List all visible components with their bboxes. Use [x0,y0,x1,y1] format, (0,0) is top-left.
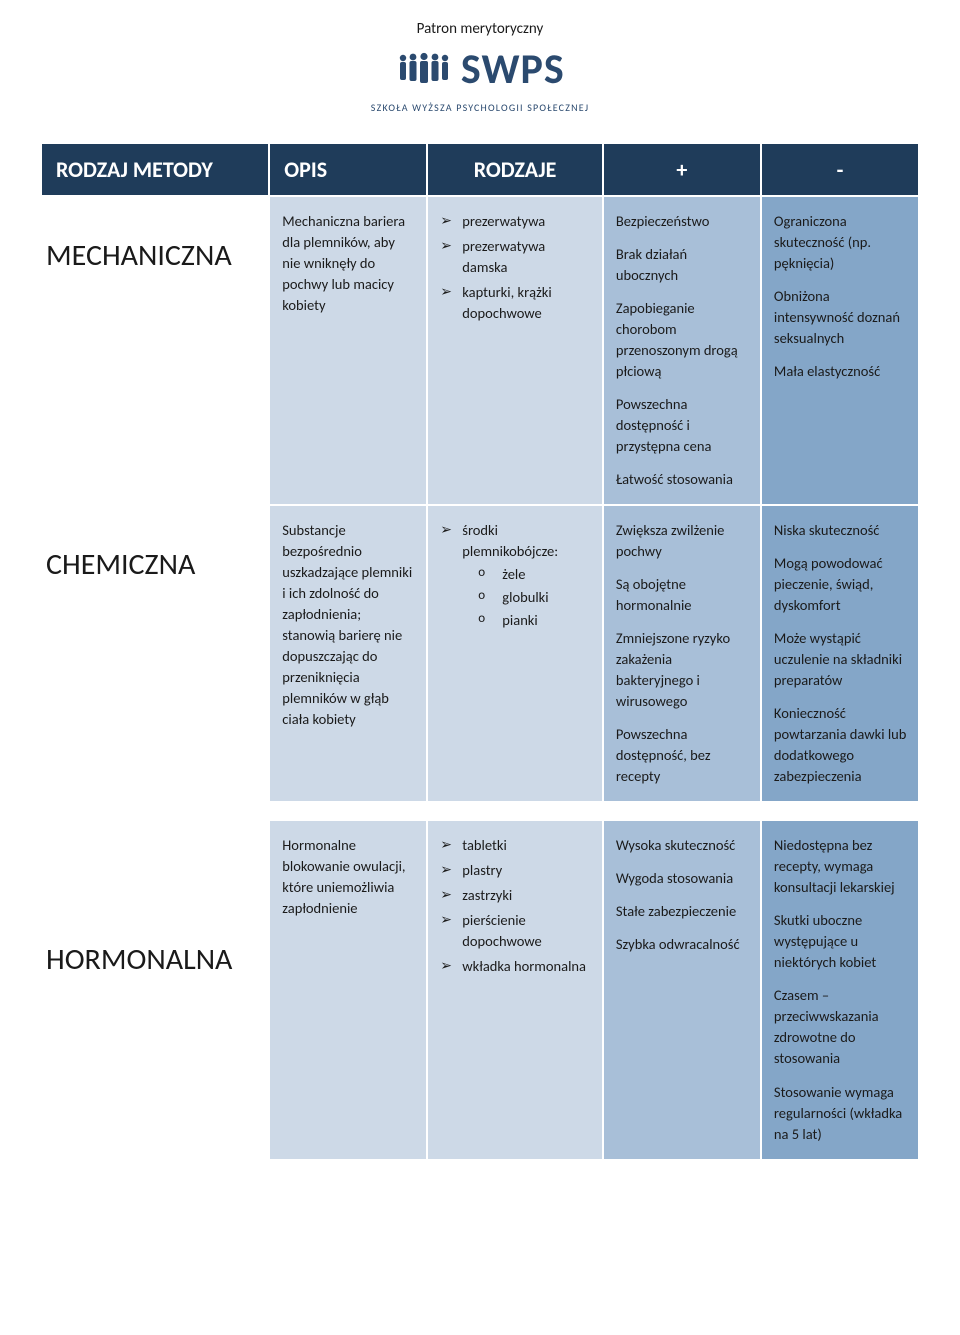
separator-row [41,802,919,820]
list-item: środki plemnikobójcze: żele globulki pia… [440,520,592,631]
rodzaje-list: środki plemnikobójcze: żele globulki pia… [440,520,592,631]
plus-item: Wygoda stosowania [616,868,750,889]
minus-item: Czasem – przeciwwskazania zdrowotne do s… [774,985,908,1069]
row-hormonalna: HORMONALNA Hormonalne blokowanie owulacj… [41,820,919,1159]
plus-item: Brak działań ubocznych [616,244,750,286]
minus-item: Ograniczona skuteczność (np. pęknięcia) [774,211,908,274]
rodzaje-list: prezerwatywa prezerwatywa damska kapturk… [440,211,592,324]
th-plus: + [603,143,761,196]
plus-item: Zwiększa zwilżenie pochwy [616,520,750,562]
row-chemiczna: CHEMICZNA Substancje bezpośrednio uszkad… [41,505,919,802]
list-item: plastry [440,860,592,881]
minus-item: Może wystąpić uczulenie na składniki pre… [774,628,908,691]
th-minus: - [761,143,919,196]
cell-opis: Hormonalne blokowanie owulacji, które un… [269,820,427,1159]
plus-item: Powszechna dostępność, bez recepty [616,724,750,787]
logo-subtitle: SZKOŁA WYŻSZA PSYCHOLOGII SPOŁECZNEJ [40,101,920,114]
minus-item: Skutki uboczne występujące u niektórych … [774,910,908,973]
th-method: RODZAJ METODY [41,143,269,196]
th-opis: OPIS [269,143,427,196]
sub-item: globulki [462,587,592,608]
minus-item: Niedostępna bez recepty, wymaga konsulta… [774,835,908,898]
cell-opis: Substancje bezpośrednio uszkadzające ple… [269,505,427,802]
plus-item: Szybka odwracalność [616,934,750,955]
list-item: prezerwatywa damska [440,236,592,278]
methods-table: RODZAJ METODY OPIS RODZAJE + - MECHANICZ… [40,142,920,1161]
cell-rodzaje: prezerwatywa prezerwatywa damska kapturk… [427,196,603,505]
opis-text: Hormonalne blokowanie owulacji, które un… [282,835,416,919]
list-item: prezerwatywa [440,211,592,232]
plus-item: Wysoka skuteczność [616,835,750,856]
list-item: pierścienie dopochwowe [440,910,592,952]
plus-item: Łatwość stosowania [616,469,750,490]
sublist: żele globulki pianki [462,564,592,631]
minus-item: Konieczność powtarzania dawki lub dodatk… [774,703,908,787]
plus-item: Powszechna dostępność i przystępna cena [616,394,750,457]
plus-item: Zmniejszone ryzyko zakażenia bakteryjneg… [616,628,750,712]
rodzaje-list: tabletki plastry zastrzyki pierścienie d… [440,835,592,977]
list-item: wkładka hormonalna [440,956,592,977]
logo: SWPS [40,44,920,95]
minus-item: Mała elastyczność [774,361,908,382]
list-head: środki plemnikobójcze: [462,521,558,560]
method-name: MECHANICZNA [41,196,269,505]
cell-opis: Mechaniczna bariera dla plemników, aby n… [269,196,427,505]
sub-item: żele [462,564,592,585]
patron-label: Patron merytoryczny [40,20,920,38]
minus-item: Obniżona intensywność doznań seksualnych [774,286,908,349]
row-mechaniczna: MECHANICZNA Mechaniczna bariera dla plem… [41,196,919,505]
people-icon [395,51,453,89]
cell-plus: Zwiększa zwilżenie pochwy Są obojętne ho… [603,505,761,802]
minus-item: Mogą powodować pieczenie, świąd, dyskomf… [774,553,908,616]
method-name: CHEMICZNA [41,505,269,802]
opis-text: Mechaniczna bariera dla plemników, aby n… [282,211,416,316]
sub-item: pianki [462,610,592,631]
cell-minus: Niska skuteczność Mogą powodować pieczen… [761,505,919,802]
opis-text: Substancje bezpośrednio uszkadzające ple… [282,520,416,730]
cell-rodzaje: tabletki plastry zastrzyki pierścienie d… [427,820,603,1159]
plus-item: Bezpieczeństwo [616,211,750,232]
list-item: tabletki [440,835,592,856]
minus-item: Niska skuteczność [774,520,908,541]
table-header-row: RODZAJ METODY OPIS RODZAJE + - [41,143,919,196]
page: Patron merytoryczny SWPS SZKOŁA WYŻSZA P… [0,0,960,1201]
plus-item: Stałe zabezpieczenie [616,901,750,922]
minus-item: Stosowanie wymaga regularności (wkładka … [774,1082,908,1145]
plus-item: Zapobieganie chorobom przenoszonym drogą… [616,298,750,382]
th-rodzaje: RODZAJE [427,143,603,196]
cell-minus: Ograniczona skuteczność (np. pęknięcia) … [761,196,919,505]
cell-plus: Bezpieczeństwo Brak działań ubocznych Za… [603,196,761,505]
cell-plus: Wysoka skuteczność Wygoda stosowania Sta… [603,820,761,1159]
list-item: zastrzyki [440,885,592,906]
cell-minus: Niedostępna bez recepty, wymaga konsulta… [761,820,919,1159]
cell-rodzaje: środki plemnikobójcze: żele globulki pia… [427,505,603,802]
plus-item: Są obojętne hormonalnie [616,574,750,616]
method-name: HORMONALNA [41,820,269,1159]
logo-text: SWPS [461,44,565,95]
list-item: kapturki, krążki dopochwowe [440,282,592,324]
